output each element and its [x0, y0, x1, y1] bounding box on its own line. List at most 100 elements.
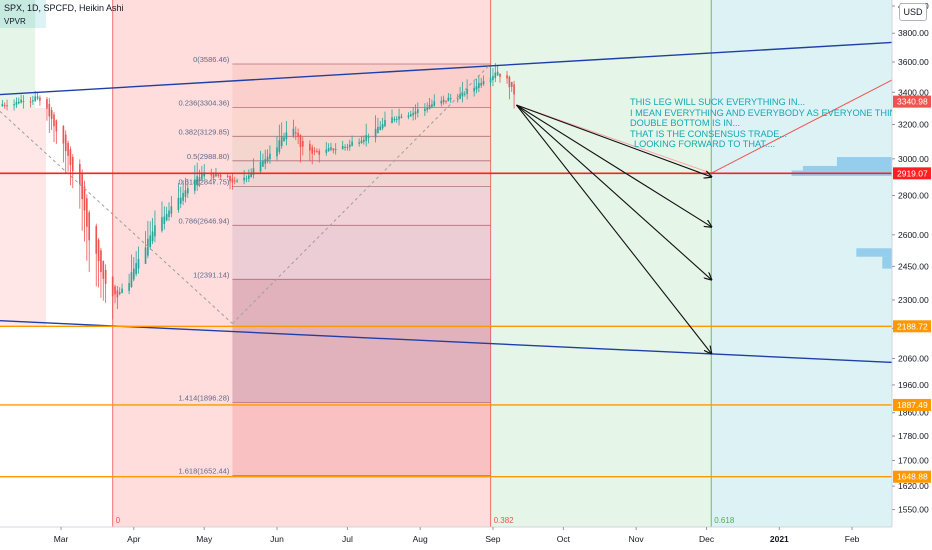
x-tick-label: May [196, 534, 213, 544]
y-tick-label: 2060.00 [898, 353, 929, 363]
candle-body [301, 141, 304, 147]
candle-body [67, 142, 69, 156]
candle-body [64, 134, 67, 152]
y-tick-label: 1960.00 [898, 380, 929, 390]
candle-body [245, 178, 248, 180]
candle-body [426, 107, 429, 110]
indicator-label[interactable]: VPVR [4, 17, 26, 26]
candle-body [395, 119, 398, 121]
candle-body [219, 175, 222, 177]
fib-level-label: 1.618(1652.44) [179, 467, 230, 476]
candle-body [217, 174, 220, 176]
x-tick-label: Nov [629, 534, 645, 544]
fib-level-label: 0.786(2646.94) [179, 216, 230, 225]
candle-body [440, 100, 443, 104]
annotation-line: LOOKING FORWARD TO THAT.... [634, 139, 776, 150]
candle-body [34, 96, 37, 101]
candle-body [259, 161, 262, 172]
y-tick-label: 1620.00 [898, 481, 929, 491]
fib-band [232, 402, 491, 476]
candle-body [165, 213, 168, 221]
candle-body [400, 116, 403, 118]
y-tick-label: 2600.00 [898, 230, 929, 240]
price-axis-label: 1887.49 [897, 400, 928, 410]
projection-arrow [516, 104, 711, 177]
symbol-title[interactable]: SPX, 1D, SPCFD, Heikin Ashi [4, 3, 124, 13]
fib-band [232, 225, 491, 280]
candle-body [250, 172, 252, 178]
candle-body [466, 89, 468, 94]
candle-body [163, 216, 166, 224]
candle-body [161, 217, 163, 231]
candle-body [463, 93, 466, 95]
candle-body [22, 101, 25, 103]
candle-body [154, 225, 156, 237]
candle-body [48, 103, 51, 117]
candle-body [506, 75, 508, 79]
volume-profile-bar [802, 165, 892, 171]
pre-zone-fill [0, 0, 36, 108]
candle-body [81, 174, 83, 200]
projection-arrow [516, 104, 711, 227]
candle-body [144, 247, 147, 264]
fib-retracement: 0(3586.46) 0.236(3304.36) 0.382(3129.85) 0.… [179, 55, 491, 476]
candle-body [346, 146, 349, 148]
candle-body [196, 176, 199, 186]
candle-body [97, 239, 100, 262]
candle-body [111, 276, 114, 297]
candle-body [184, 190, 187, 197]
price-axis-label-bg [893, 398, 931, 411]
annotation-line: THAT IS THE CONSENSUS TRADE... [630, 128, 788, 139]
trendline [0, 319, 893, 364]
candle-body [363, 139, 365, 142]
candle-body [292, 128, 295, 136]
candle-body [236, 180, 238, 182]
candle-body [325, 149, 328, 153]
candle-body [442, 99, 445, 103]
y-tick-label: 3600.00 [898, 57, 929, 67]
candle-body [233, 180, 236, 182]
x-tick-label: Sep [485, 534, 500, 544]
candle-body [360, 140, 363, 144]
candle-body [297, 132, 299, 137]
candle-body [215, 173, 217, 177]
fib-level-label: 0.5(2988.80) [187, 152, 230, 161]
candle-body [428, 104, 431, 109]
candle-body [83, 186, 86, 211]
candle-body [179, 197, 182, 204]
candle-body [198, 176, 201, 181]
candle-body [459, 94, 461, 99]
pre-zone-fill [0, 108, 46, 326]
candle-body [6, 105, 8, 107]
candle-body [313, 150, 316, 152]
candle-body [114, 286, 116, 295]
x-tick-label: Jul [342, 534, 353, 544]
candle-body [412, 112, 414, 116]
price-axis-bg [892, 0, 932, 550]
currency-badge[interactable]: USD [899, 3, 927, 21]
y-tick-label: 1860.00 [898, 408, 929, 418]
candle-body [69, 149, 72, 165]
candle-body [309, 143, 311, 151]
candle-body [151, 231, 154, 242]
candle-body [212, 174, 215, 178]
candle-body [414, 111, 417, 115]
candle-body [398, 116, 400, 120]
annotation-line: THIS LEG WILL SUCK EVERYTHING IN... [630, 97, 806, 107]
text-annotation[interactable]: THIS LEG WILL SUCK EVERYTHING IN... I ME… [630, 97, 892, 150]
candle-body [391, 117, 393, 124]
x-tick-label: Jun [270, 534, 284, 544]
time-axis-bg [0, 527, 932, 550]
candle-body [88, 212, 91, 241]
candle-body [46, 99, 48, 109]
fib-level-label: 0.382(3129.85) [179, 127, 230, 136]
candle-body [424, 108, 426, 112]
candle-body [252, 168, 255, 175]
price-axis-label: 2188.72 [897, 321, 928, 331]
candle-body [409, 114, 412, 117]
price-axis-label: 3340.98 [897, 97, 928, 107]
candle-body [137, 259, 140, 269]
x-tick-label: Apr [127, 534, 140, 544]
candle-body [358, 142, 360, 144]
